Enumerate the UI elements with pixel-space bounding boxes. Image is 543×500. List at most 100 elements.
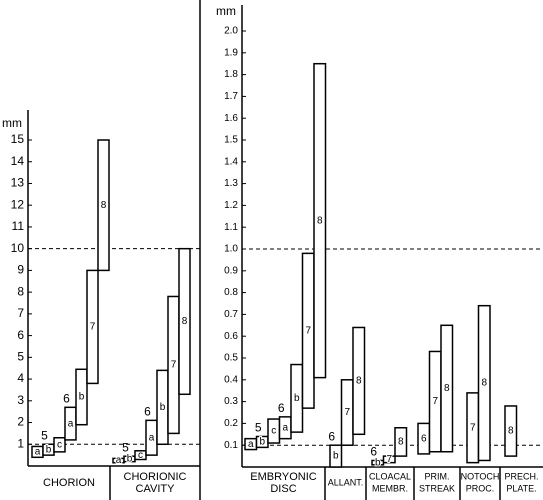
bar-label: a (68, 418, 74, 429)
group-label: DISC (270, 483, 296, 495)
y-tick-label: 1.2 (224, 200, 238, 211)
y-tick-label: 8 (17, 284, 24, 298)
range-bar (329, 444, 343, 468)
bar-label: 7 (344, 407, 350, 418)
bar-label: b (259, 437, 265, 448)
y-tick-label: 7 (17, 306, 24, 320)
bar-label: 8 (182, 316, 188, 327)
bar-label: 6 (421, 433, 427, 444)
stage-note: 5 (255, 421, 262, 435)
range-bar (86, 269, 99, 385)
range-bar (504, 405, 518, 457)
bar-label: 7 (470, 422, 476, 433)
y-tick-label: 1.8 (224, 69, 238, 80)
group-label: NOTOCH (461, 471, 500, 481)
y-tick-label: 2 (17, 415, 24, 429)
range-bar (313, 62, 327, 379)
y-tick-label: 0.4 (224, 374, 238, 385)
bar-label: 8 (356, 376, 362, 387)
y-tick-label: 0.3 (224, 396, 238, 407)
range-bar (178, 247, 191, 396)
bar-label: b (79, 392, 85, 403)
group-label: CHORION (43, 477, 95, 489)
y-tick-label: 14 (11, 154, 25, 168)
bar-label: c (57, 439, 62, 450)
bar-label: a (35, 447, 41, 458)
bar-label: b (375, 457, 381, 468)
group-label: PROC. (466, 483, 495, 493)
group-label: CAVITY (136, 483, 176, 495)
bar-label: 7 (386, 454, 392, 465)
group-label: MEMBR. (372, 483, 408, 493)
y-tick-label: 2.0 (224, 26, 238, 37)
y-tick-label: 6 (17, 328, 24, 342)
y-tick-label: 0.2 (224, 418, 238, 429)
range-bar (53, 436, 66, 453)
y-tick-label: 1.3 (224, 178, 238, 189)
y-tick-label: 0.1 (224, 440, 238, 451)
bar-label: b (294, 393, 300, 404)
y-tick-label: 1.9 (224, 47, 238, 58)
y-tick-label: 1 (17, 436, 24, 450)
y-tick-label: 0.9 (224, 265, 238, 276)
y-tick-label: 13 (11, 176, 25, 190)
group-label: ALLANT. (328, 477, 364, 487)
stage-note: 6 (328, 429, 335, 443)
bar-label: 7 (90, 322, 96, 333)
group-label: EMBRYONIC (250, 471, 316, 483)
y-axis-label: mm (2, 116, 22, 130)
group-label: STREAK (419, 483, 455, 493)
stage-note: 5 (41, 428, 48, 442)
range-bar (382, 455, 396, 464)
group-label: PRIM. (424, 471, 449, 481)
y-tick-label: 0.8 (224, 287, 238, 298)
stage-note: 6 (144, 405, 151, 419)
y-tick-label: 3 (17, 393, 24, 407)
bar-label: a (282, 422, 288, 433)
bar-label: b (333, 451, 339, 462)
bar-label: b (46, 444, 52, 455)
range-bar (394, 427, 408, 457)
y-axis-label: mm (216, 4, 236, 18)
group-label: CLOACAL (369, 471, 411, 481)
y-tick-label: 11 (12, 219, 25, 233)
stage-note: 6 (370, 445, 377, 459)
range-bar (97, 139, 110, 272)
stage-note: 6 (63, 391, 70, 405)
stage-note: 5 (122, 440, 129, 454)
bar-label: 7 (432, 396, 438, 407)
y-tick-label: 0.7 (224, 309, 238, 320)
bar-label: 7 (305, 325, 311, 336)
bar-label: c (138, 450, 143, 461)
bar-label: 7 (171, 360, 177, 371)
group-label: PLATE. (506, 483, 536, 493)
bar-label: 8 (398, 437, 404, 448)
y-tick-label: 4 (17, 371, 24, 385)
bar-label: 8 (317, 215, 323, 226)
y-tick-label: 0.5 (224, 353, 238, 364)
y-tick-label: 1.4 (224, 156, 238, 167)
range-bar (440, 324, 454, 453)
y-tick-label: 1.1 (224, 222, 238, 233)
bar-label: 8 (508, 426, 514, 437)
bar-label: 8 (481, 378, 487, 389)
group-label: PRECH. (504, 471, 538, 481)
y-tick-label: 1.7 (224, 91, 238, 102)
y-tick-label: 1.5 (224, 135, 238, 146)
y-tick-label: 9 (17, 263, 24, 277)
y-tick-label: 15 (11, 132, 25, 146)
range-bar (477, 304, 491, 462)
y-tick-label: 0.6 (224, 331, 238, 342)
bar-label: c (271, 426, 276, 437)
bar-label: 8 (101, 200, 107, 211)
bar-label: a (248, 439, 254, 450)
bar-label: b (127, 454, 133, 465)
y-tick-label: 5 (17, 350, 24, 364)
bar-label: b (160, 402, 166, 413)
stage-note: 6 (278, 401, 285, 415)
y-tick-label: 12 (11, 197, 25, 211)
range-bar (75, 368, 88, 426)
y-tick-label: 10 (11, 241, 25, 255)
bar-label: 8 (444, 383, 450, 394)
